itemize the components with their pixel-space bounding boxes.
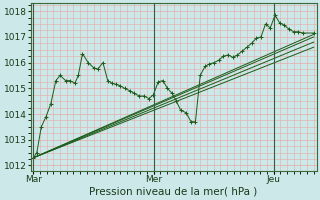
X-axis label: Pression niveau de la mer( hPa ): Pression niveau de la mer( hPa ) bbox=[90, 187, 258, 197]
